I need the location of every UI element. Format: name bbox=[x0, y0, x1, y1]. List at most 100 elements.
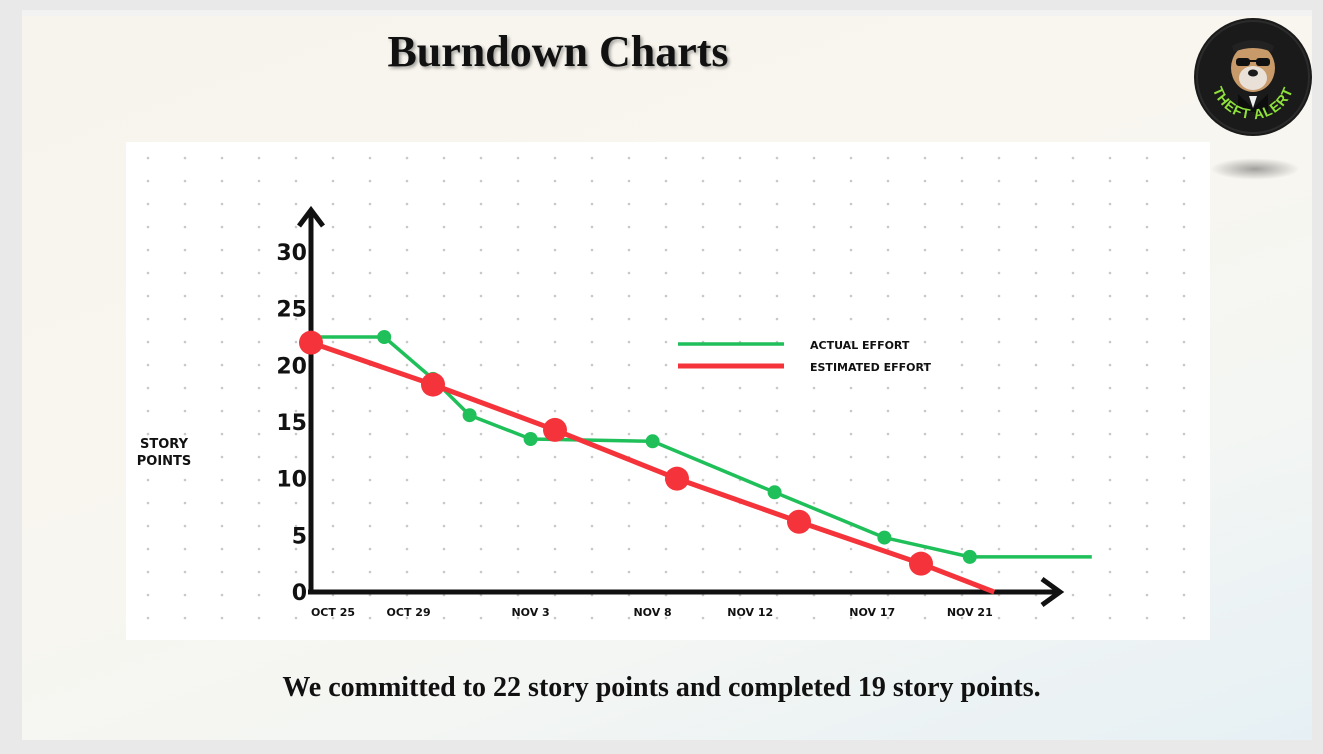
grid-dot bbox=[738, 294, 742, 298]
grid-dot bbox=[442, 225, 446, 229]
grid-dot bbox=[405, 225, 409, 229]
grid-dot bbox=[183, 317, 187, 321]
estimated-effort-point bbox=[665, 466, 689, 491]
grid-dot bbox=[220, 524, 224, 528]
grid-dot bbox=[1182, 317, 1186, 321]
grid-dot bbox=[960, 547, 964, 551]
grid-dot bbox=[960, 409, 964, 413]
grid-dot bbox=[997, 386, 1001, 390]
grid-dot bbox=[812, 248, 816, 252]
grid-dot bbox=[664, 363, 668, 367]
grid-dot bbox=[923, 179, 927, 183]
grid-dot bbox=[146, 179, 150, 183]
grid-dot bbox=[405, 179, 409, 183]
grid-dot bbox=[886, 179, 890, 183]
grid-dot bbox=[294, 294, 298, 298]
grid-dot bbox=[1182, 340, 1186, 344]
grid-dot bbox=[294, 409, 298, 413]
grid-dot bbox=[294, 317, 298, 321]
grid-dot bbox=[1108, 317, 1112, 321]
grid-dot bbox=[1071, 225, 1075, 229]
grid-dot bbox=[331, 616, 335, 620]
grid-dot bbox=[1071, 478, 1075, 482]
grid-dot bbox=[997, 616, 1001, 620]
grid-dot bbox=[442, 547, 446, 551]
slide-title: Burndown Charts bbox=[387, 27, 729, 76]
grid-dot bbox=[775, 248, 779, 252]
grid-dot bbox=[257, 202, 261, 206]
grid-dot bbox=[590, 478, 594, 482]
grid-dot bbox=[442, 501, 446, 505]
grid-dot bbox=[849, 156, 853, 160]
grid-dot bbox=[220, 156, 224, 160]
grid-dot bbox=[1071, 432, 1075, 436]
grid-dot bbox=[1182, 478, 1186, 482]
grid-dot bbox=[1034, 156, 1038, 160]
grid-dot bbox=[183, 478, 187, 482]
grid-dot bbox=[664, 294, 668, 298]
grid-dot bbox=[220, 294, 224, 298]
grid-dot bbox=[368, 501, 372, 505]
grid-dot bbox=[331, 409, 335, 413]
grid-dot bbox=[738, 409, 742, 413]
grid-dot bbox=[257, 409, 261, 413]
grid-dot bbox=[220, 248, 224, 252]
grid-dot bbox=[664, 616, 668, 620]
grid-dot bbox=[368, 317, 372, 321]
grid-dot bbox=[849, 501, 853, 505]
grid-dot bbox=[368, 248, 372, 252]
grid-dot bbox=[701, 409, 705, 413]
grid-dot bbox=[1034, 317, 1038, 321]
grid-dot bbox=[442, 524, 446, 528]
grid-dot bbox=[886, 294, 890, 298]
grid-dot bbox=[257, 248, 261, 252]
grid-dot bbox=[997, 570, 1001, 574]
grid-dot bbox=[1108, 248, 1112, 252]
grid-dot bbox=[553, 547, 557, 551]
grid-dot bbox=[146, 340, 150, 344]
grid-dot bbox=[997, 547, 1001, 551]
grid-dot bbox=[775, 501, 779, 505]
grid-dot bbox=[849, 202, 853, 206]
grid-dot bbox=[997, 524, 1001, 528]
grid-dot bbox=[553, 179, 557, 183]
grid-dot bbox=[1145, 179, 1149, 183]
grid-dot bbox=[220, 455, 224, 459]
grid-dot bbox=[1145, 202, 1149, 206]
grid-dot bbox=[849, 248, 853, 252]
grid-dot bbox=[775, 455, 779, 459]
grid-dot bbox=[775, 294, 779, 298]
grid-dot bbox=[627, 271, 631, 275]
grid-dot bbox=[294, 156, 298, 160]
grid-dot bbox=[1034, 225, 1038, 229]
grid-dot bbox=[849, 478, 853, 482]
grid-dot bbox=[294, 271, 298, 275]
grid-dot bbox=[1145, 616, 1149, 620]
y-tick-label: 20 bbox=[276, 354, 307, 379]
grid-dot bbox=[442, 317, 446, 321]
grid-dot bbox=[1108, 202, 1112, 206]
grid-dot bbox=[479, 616, 483, 620]
grid-dot bbox=[294, 225, 298, 229]
grid-dot bbox=[220, 432, 224, 436]
grid-dot bbox=[701, 202, 705, 206]
grid-dot bbox=[812, 478, 816, 482]
grid-dot bbox=[812, 179, 816, 183]
grid-dot bbox=[701, 179, 705, 183]
grid-dot bbox=[1071, 593, 1075, 597]
y-axis-label: STORY bbox=[140, 437, 189, 452]
grid-dot bbox=[220, 409, 224, 413]
grid-dot bbox=[775, 179, 779, 183]
grid-dot bbox=[294, 478, 298, 482]
grid-dot bbox=[923, 340, 927, 344]
grid-dot bbox=[1071, 317, 1075, 321]
grid-dot bbox=[590, 386, 594, 390]
grid-dot bbox=[516, 363, 520, 367]
grid-dot bbox=[553, 478, 557, 482]
grid-dot bbox=[331, 179, 335, 183]
grid-dot bbox=[960, 156, 964, 160]
grid-dot bbox=[664, 570, 668, 574]
grid-dot bbox=[220, 478, 224, 482]
grid-dot bbox=[183, 294, 187, 298]
grid-dot bbox=[1108, 386, 1112, 390]
